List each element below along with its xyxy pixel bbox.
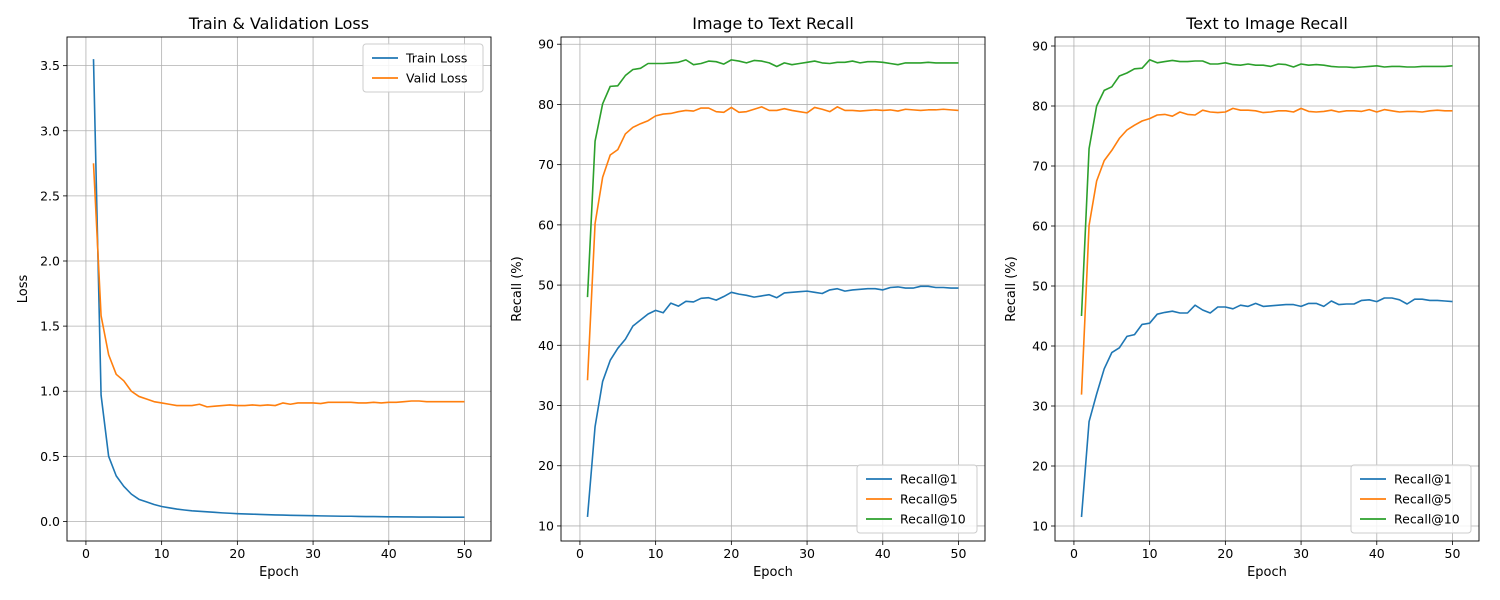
legend: Recall@1 Recall@5 Recall@10 <box>856 464 978 534</box>
x-tick-label: 20 <box>723 546 739 561</box>
x-tick-label: 40 <box>381 546 397 561</box>
series-line-1 <box>1080 297 1453 518</box>
chart-2: Image to Text Recall 0 10 20 30 40 50 10 20 30 40 5… <box>510 14 986 580</box>
y-tick-label: 90 <box>538 37 554 52</box>
x-tick-label: 50 <box>457 546 473 561</box>
plot-frame <box>560 36 986 542</box>
x-axis-label: Epoch <box>753 565 793 580</box>
y-tick-label: 3.0 <box>40 123 60 138</box>
x-tick-label: 10 <box>1142 546 1158 561</box>
series-line-3 <box>586 59 959 298</box>
y-tick-label: 3.5 <box>40 58 60 73</box>
legend-label: Recall@1 <box>900 472 958 487</box>
y-tick-label: 10 <box>538 518 554 533</box>
y-tick-label: 0.0 <box>40 514 60 529</box>
chart-title: Image to Text Recall <box>692 14 854 33</box>
x-axis-label: Epoch <box>1247 565 1287 580</box>
legend-box <box>362 43 484 93</box>
series-line-2 <box>586 106 959 381</box>
y-tick-label: 40 <box>1032 339 1048 354</box>
y-axis-label: Recall (%) <box>510 256 525 321</box>
x-tick-label: 10 <box>648 546 664 561</box>
y-tick-label: 80 <box>1032 99 1048 114</box>
legend-label: Train Loss <box>405 51 467 66</box>
series-line-3 <box>1080 58 1453 317</box>
legend-label: Recall@10 <box>1394 512 1460 527</box>
legend-label: Recall@5 <box>900 492 958 507</box>
x-tick-label: 50 <box>951 546 967 561</box>
y-tick-label: 60 <box>1032 219 1048 234</box>
x-tick-label: 20 <box>229 546 245 561</box>
x-tick-label: 50 <box>1445 546 1461 561</box>
y-tick-label: 2.0 <box>40 254 60 269</box>
series-line-1 <box>586 285 959 517</box>
plot-frame <box>1054 36 1480 542</box>
y-tick-label: 10 <box>1032 519 1048 534</box>
x-tick-label: 10 <box>154 546 170 561</box>
legend: Recall@1 Recall@5 Recall@10 <box>1350 464 1472 534</box>
x-tick-label: 0 <box>1070 546 1078 561</box>
x-axis-label: Epoch <box>259 565 299 580</box>
y-tick-label: 90 <box>1032 39 1048 54</box>
legend-label: Recall@10 <box>900 512 966 527</box>
legend-label: Valid Loss <box>406 71 468 86</box>
legend-box <box>856 464 978 534</box>
y-tick-label: 80 <box>538 97 554 112</box>
y-axis-label: Loss <box>16 275 31 304</box>
x-tick-label: 0 <box>576 546 584 561</box>
legend: Train Loss Valid Loss <box>362 43 484 93</box>
y-tick-label: 30 <box>1032 399 1048 414</box>
chart-3: Text to Image Recall 0 10 20 30 40 50 10 20 30 40 5… <box>1004 14 1480 580</box>
y-tick-label: 2.5 <box>40 188 60 203</box>
y-tick-label: 30 <box>538 398 554 413</box>
y-tick-label: 20 <box>538 458 554 473</box>
x-tick-label: 30 <box>799 546 815 561</box>
y-tick-label: 1.5 <box>40 319 60 334</box>
y-tick-label: 40 <box>538 338 554 353</box>
x-tick-label: 30 <box>1293 546 1309 561</box>
y-tick-label: 70 <box>538 157 554 172</box>
legend-label: Recall@5 <box>1394 492 1452 507</box>
x-tick-label: 0 <box>82 546 90 561</box>
series-line-2 <box>1080 107 1453 395</box>
chart-1: Train & Validation Loss 0 10 20 30 40 50 0.0 0.5… <box>16 14 492 580</box>
x-tick-label: 40 <box>1369 546 1385 561</box>
y-tick-label: 60 <box>538 217 554 232</box>
chart-title: Text to Image Recall <box>1185 14 1348 33</box>
legend-label: Recall@1 <box>1394 472 1452 487</box>
chart-title: Train & Validation Loss <box>188 14 369 33</box>
plot-frame <box>66 36 492 542</box>
y-tick-label: 0.5 <box>40 449 60 464</box>
series-line-1 <box>92 59 465 518</box>
y-tick-label: 50 <box>538 278 554 293</box>
x-tick-label: 40 <box>875 546 891 561</box>
x-tick-label: 20 <box>1217 546 1233 561</box>
x-tick-label: 30 <box>305 546 321 561</box>
y-tick-label: 1.0 <box>40 384 60 399</box>
y-tick-label: 70 <box>1032 159 1048 174</box>
series-line-2 <box>92 163 465 408</box>
legend-box <box>1350 464 1472 534</box>
y-axis-label: Recall (%) <box>1004 256 1019 321</box>
y-tick-label: 20 <box>1032 459 1048 474</box>
y-tick-label: 50 <box>1032 279 1048 294</box>
